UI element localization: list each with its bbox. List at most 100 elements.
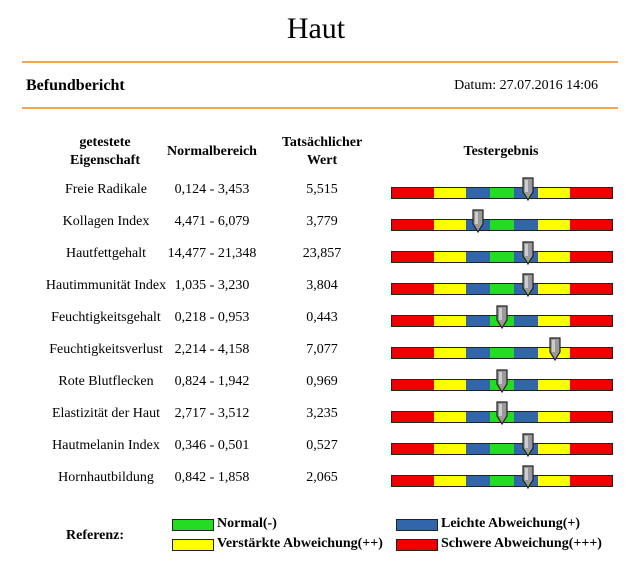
result-bar-segment bbox=[538, 284, 570, 294]
result-bar-segment bbox=[514, 348, 538, 358]
header-actual: Tatsächlicher Wert bbox=[262, 134, 382, 170]
header-property-line1: getestete bbox=[79, 135, 131, 150]
row-property: Rote Blutflecken bbox=[58, 374, 154, 389]
row-property: Kollagen Index bbox=[62, 214, 150, 229]
row-property: Hautimmunität Index bbox=[45, 278, 167, 293]
result-bar-segment bbox=[434, 380, 466, 390]
header-actual-line1: Tatsächlicher bbox=[281, 135, 363, 150]
result-bar-segment bbox=[490, 348, 514, 358]
result-bar-segment bbox=[392, 284, 434, 294]
row-actual-value: 7,077 bbox=[306, 342, 338, 357]
result-bar bbox=[391, 241, 613, 266]
result-bar-segment bbox=[434, 188, 466, 198]
row-normal-range: 14,477 - 21,348 bbox=[167, 246, 257, 261]
result-bar-segment bbox=[514, 316, 538, 326]
result-bar-segment bbox=[490, 188, 514, 198]
result-bar-segment bbox=[538, 444, 570, 454]
header-divider bbox=[22, 107, 618, 109]
result-marker-icon bbox=[496, 305, 508, 330]
result-bar bbox=[391, 177, 613, 202]
result-bar bbox=[391, 209, 613, 234]
result-bar-segment bbox=[434, 316, 466, 326]
legend-swatch-light bbox=[396, 519, 438, 531]
result-bar-segment bbox=[392, 348, 434, 358]
row-normal-range: 2,214 - 4,158 bbox=[174, 342, 250, 357]
row-normal-range: 0,346 - 0,501 bbox=[174, 438, 250, 453]
row-property: Elastizität der Haut bbox=[51, 406, 161, 421]
result-bar-segment bbox=[392, 412, 434, 422]
row-actual-value: 3,235 bbox=[306, 406, 338, 421]
row-normal-range: 0,842 - 1,858 bbox=[174, 470, 250, 485]
result-bar-segment bbox=[570, 284, 612, 294]
result-bar-segment bbox=[392, 220, 434, 230]
row-actual-value: 5,515 bbox=[306, 182, 338, 197]
row-actual-value: 23,857 bbox=[302, 246, 342, 261]
result-bar-segment bbox=[538, 380, 570, 390]
legend-swatch-normal bbox=[172, 519, 214, 531]
result-marker-icon bbox=[522, 433, 534, 458]
result-bar-segment bbox=[392, 380, 434, 390]
result-marker-icon bbox=[522, 177, 534, 202]
result-bar bbox=[391, 337, 613, 362]
row-normal-range: 2,717 - 3,512 bbox=[174, 406, 250, 421]
legend-title: Referenz: bbox=[66, 528, 125, 543]
result-bar bbox=[391, 433, 613, 458]
header-property-line2: Eigenschaft bbox=[70, 153, 140, 168]
result-bar-segment bbox=[570, 476, 612, 486]
result-marker-icon bbox=[522, 465, 534, 490]
result-bar-segment bbox=[570, 316, 612, 326]
result-bar bbox=[391, 465, 613, 490]
legend-label-light: Leichte Abweichung(+) bbox=[441, 516, 581, 531]
result-bar-segment bbox=[490, 252, 514, 262]
row-actual-value: 0,969 bbox=[306, 374, 338, 389]
result-bar-segment bbox=[466, 316, 490, 326]
result-marker-icon bbox=[522, 241, 534, 266]
result-bar-segment bbox=[466, 284, 490, 294]
result-bar-segment bbox=[570, 220, 612, 230]
result-bar-segment bbox=[466, 380, 490, 390]
result-bar-segment bbox=[538, 220, 570, 230]
result-bar-segment bbox=[392, 444, 434, 454]
result-bar-segment bbox=[570, 252, 612, 262]
result-bar bbox=[391, 273, 613, 298]
result-marker-icon bbox=[472, 209, 484, 234]
row-normal-range: 0,824 - 1,942 bbox=[174, 374, 250, 389]
legend-swatch-severe bbox=[396, 539, 438, 551]
row-property: Freie Radikale bbox=[64, 182, 148, 197]
row-normal-range: 4,471 - 6,079 bbox=[174, 214, 250, 229]
result-marker-icon bbox=[549, 337, 561, 362]
result-bar-segment bbox=[466, 412, 490, 422]
legend-label-normal: Normal(-) bbox=[217, 516, 277, 531]
header-property: getestete Eigenschaft bbox=[30, 134, 180, 170]
top-divider bbox=[22, 61, 618, 63]
row-property: Hornhautbildung bbox=[58, 470, 154, 485]
result-bar-segment bbox=[570, 380, 612, 390]
row-normal-range: 0,124 - 3,453 bbox=[174, 182, 250, 197]
result-bar-segment bbox=[514, 380, 538, 390]
header-actual-line2: Wert bbox=[306, 153, 338, 168]
result-bar-segment bbox=[490, 284, 514, 294]
result-bar-segment bbox=[434, 444, 466, 454]
result-bar-segment bbox=[434, 412, 466, 422]
result-bar-segment bbox=[392, 252, 434, 262]
result-bar-segment bbox=[514, 412, 538, 422]
result-bar-segment bbox=[538, 476, 570, 486]
row-actual-value: 3,779 bbox=[306, 214, 338, 229]
result-bar-segment bbox=[466, 252, 490, 262]
result-bar bbox=[391, 305, 613, 330]
result-bar bbox=[391, 401, 613, 426]
result-bar-segment bbox=[490, 220, 514, 230]
row-actual-value: 2,065 bbox=[306, 470, 338, 485]
result-bar bbox=[391, 369, 613, 394]
row-actual-value: 0,443 bbox=[306, 310, 338, 325]
result-bar-segment bbox=[434, 348, 466, 358]
legend-label-severe: Schwere Abweichung(+++) bbox=[441, 536, 602, 551]
result-bar-segment bbox=[466, 348, 490, 358]
row-property: Feuchtigkeitsverlust bbox=[49, 342, 163, 357]
result-bar-segment bbox=[570, 444, 612, 454]
row-property: Feuchtigkeitsgehalt bbox=[51, 310, 161, 325]
header-normal: Normalbereich bbox=[167, 144, 257, 159]
result-bar-segment bbox=[466, 444, 490, 454]
row-actual-value: 0,527 bbox=[306, 438, 338, 453]
result-bar-segment bbox=[392, 188, 434, 198]
